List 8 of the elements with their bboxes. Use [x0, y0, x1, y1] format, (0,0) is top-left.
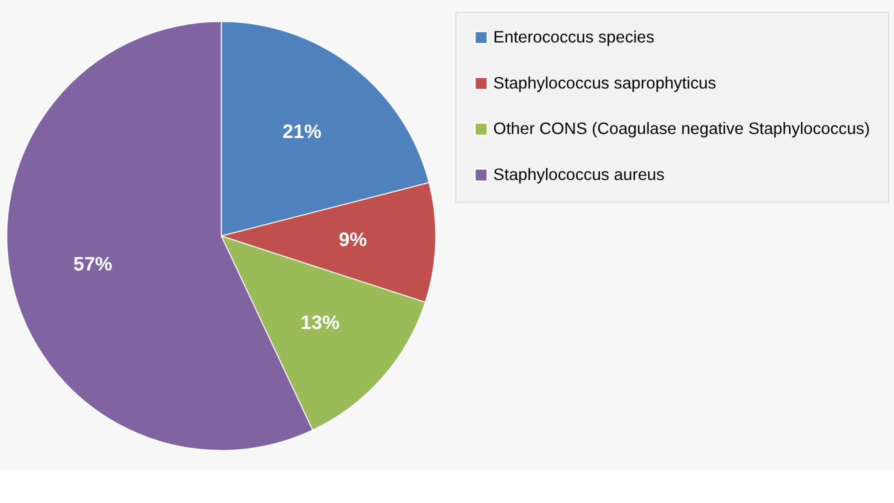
legend-label: Enterococcus species — [493, 27, 654, 46]
data-label: 9% — [338, 228, 367, 251]
legend-label: Staphylococcus saprophyticus — [493, 73, 716, 92]
data-label: 57% — [73, 254, 112, 276]
legend-label: Staphylococcus aureus — [493, 164, 665, 184]
legend-label: Other CONS (Coagulase negative Staphylococcus) — [493, 119, 870, 138]
data-label: 21% — [282, 120, 322, 143]
data-label: 13% — [300, 312, 340, 334]
